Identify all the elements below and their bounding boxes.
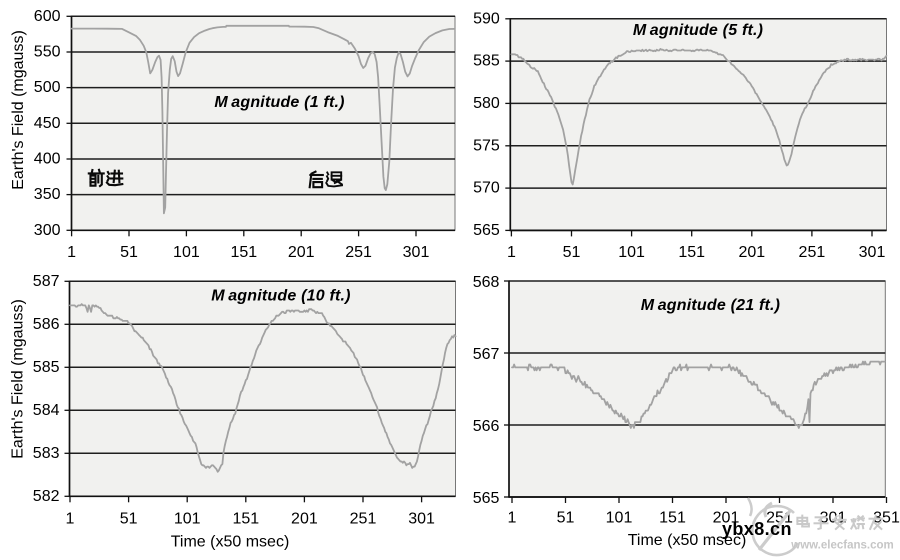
svg-text:101: 101 bbox=[618, 244, 645, 261]
svg-text:201: 201 bbox=[291, 511, 318, 528]
svg-text:101: 101 bbox=[606, 510, 633, 527]
svg-text:1: 1 bbox=[66, 511, 75, 528]
svg-text:151: 151 bbox=[232, 511, 259, 528]
svg-text:600: 600 bbox=[34, 8, 61, 25]
svg-text:Time (x50 msec): Time (x50 msec) bbox=[171, 534, 290, 551]
svg-text:M agnitude (21 ft.): M agnitude (21 ft.) bbox=[641, 297, 780, 314]
svg-text:101: 101 bbox=[173, 244, 200, 261]
svg-text:565: 565 bbox=[473, 490, 500, 507]
svg-text:584: 584 bbox=[33, 402, 60, 419]
svg-text:580: 580 bbox=[473, 95, 500, 112]
svg-text:583: 583 bbox=[33, 445, 60, 462]
svg-text:500: 500 bbox=[34, 79, 61, 96]
svg-text:586: 586 bbox=[33, 316, 60, 333]
svg-text:1: 1 bbox=[67, 244, 76, 261]
svg-text:301: 301 bbox=[408, 511, 435, 528]
svg-text:566: 566 bbox=[473, 418, 500, 435]
svg-text:Time (x50 msec): Time (x50 msec) bbox=[628, 532, 747, 549]
svg-text:575: 575 bbox=[473, 137, 500, 154]
svg-text:251: 251 bbox=[799, 244, 826, 261]
svg-text:201: 201 bbox=[738, 244, 765, 261]
svg-text:301: 301 bbox=[403, 244, 430, 261]
svg-text:201: 201 bbox=[288, 244, 315, 261]
svg-text:51: 51 bbox=[120, 511, 138, 528]
svg-text:587: 587 bbox=[33, 273, 60, 290]
svg-text:590: 590 bbox=[473, 10, 500, 27]
svg-text:301: 301 bbox=[859, 244, 886, 261]
svg-text:251: 251 bbox=[345, 244, 372, 261]
svg-text:565: 565 bbox=[473, 222, 500, 239]
svg-text:570: 570 bbox=[473, 180, 500, 197]
svg-text:1: 1 bbox=[508, 510, 517, 527]
svg-text:M agnitude (10 ft.): M agnitude (10 ft.) bbox=[211, 288, 350, 305]
svg-text:151: 151 bbox=[230, 244, 257, 261]
svg-text:585: 585 bbox=[33, 359, 60, 376]
svg-text:M agnitude (5 ft.): M agnitude (5 ft.) bbox=[633, 22, 763, 39]
svg-text:582: 582 bbox=[33, 488, 60, 505]
svg-text:568: 568 bbox=[473, 274, 500, 291]
svg-text:51: 51 bbox=[120, 244, 138, 261]
svg-text:251: 251 bbox=[350, 511, 377, 528]
svg-text:201: 201 bbox=[713, 510, 740, 527]
svg-text:www.elecfans.com: www.elecfans.com bbox=[790, 540, 893, 552]
svg-text:550: 550 bbox=[34, 44, 61, 61]
svg-text:Earth's Field (mgauss): Earth's Field (mgauss) bbox=[10, 30, 27, 190]
svg-text:ybx8.cn: ybx8.cn bbox=[722, 519, 792, 539]
svg-text:585: 585 bbox=[473, 53, 500, 70]
svg-text:101: 101 bbox=[174, 511, 201, 528]
svg-text:51: 51 bbox=[563, 244, 581, 261]
svg-text:1: 1 bbox=[507, 244, 516, 261]
svg-text:400: 400 bbox=[34, 151, 61, 168]
svg-text:350: 350 bbox=[34, 186, 61, 203]
svg-text:300: 300 bbox=[34, 222, 61, 239]
svg-text:151: 151 bbox=[659, 510, 686, 527]
svg-text:Earth's Field (mgauss): Earth's Field (mgauss) bbox=[10, 299, 27, 459]
svg-text:151: 151 bbox=[678, 244, 705, 261]
svg-text:567: 567 bbox=[473, 346, 500, 363]
svg-text:M agnitude (1 ft.): M agnitude (1 ft.) bbox=[214, 94, 344, 111]
svg-text:51: 51 bbox=[557, 510, 575, 527]
svg-text:450: 450 bbox=[34, 115, 61, 132]
